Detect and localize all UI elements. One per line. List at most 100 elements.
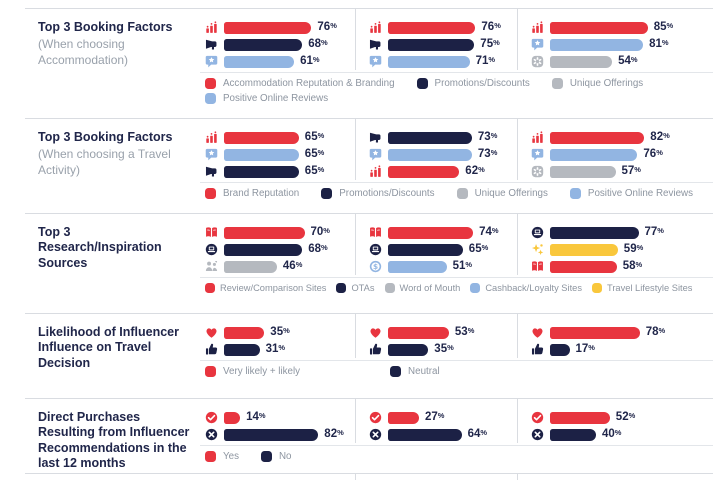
- legend-swatch: [321, 188, 333, 199]
- gear-icon: [531, 165, 544, 178]
- section-label: Likelihood of Influencer Influence on Tr…: [25, 314, 200, 398]
- bar-fill: [550, 260, 617, 273]
- check-circle-icon: [369, 411, 382, 424]
- review-bubble-icon: [531, 38, 544, 51]
- bar-value: 52%: [615, 410, 636, 423]
- bar-item: 85%: [531, 19, 709, 36]
- review-bubble-icon: [369, 148, 382, 161]
- bar-item: 59%: [531, 241, 709, 258]
- megaphone-icon: [369, 131, 382, 144]
- ota-device-icon: [205, 243, 218, 256]
- legend-swatch: [591, 283, 602, 293]
- bar-fill: [224, 165, 299, 178]
- bar-value: 77%: [644, 225, 664, 238]
- legend-label: OTAs: [351, 283, 375, 293]
- bar-value: 27%: [425, 410, 445, 423]
- chart-column-1: 65% 65% 65%: [200, 119, 355, 180]
- bar-value: 82%: [324, 427, 344, 440]
- bar-value: 75%: [480, 37, 500, 50]
- cross-circle-icon: [369, 428, 382, 441]
- section-label: Top 3 Research/Inspiration Sources: [25, 214, 200, 313]
- legend-item: Unique Offerings: [551, 78, 643, 89]
- bar-value: 65%: [468, 242, 489, 255]
- heart-icon: [369, 326, 382, 339]
- section-influencer-likelihood: Likelihood of Influencer Influence on Tr…: [25, 313, 713, 398]
- chart-columns: [200, 474, 713, 480]
- bar-item: 68%: [205, 241, 351, 258]
- bar-chart-icon: [205, 21, 218, 34]
- chart-columns: 14% 82% 27% 64% 52% 40%: [200, 399, 713, 443]
- chart-column-2: 53% 35%: [355, 314, 517, 358]
- legend-swatch: [205, 78, 216, 89]
- bar-fill: [224, 411, 241, 424]
- legend-label: Travel Lifestyle Sites: [606, 283, 693, 293]
- bar-fill: [550, 21, 648, 34]
- bar-fill: [224, 243, 303, 256]
- bar-value: 61%: [300, 54, 320, 67]
- bar-item: 75%: [369, 36, 513, 53]
- bar-fill: [388, 131, 472, 144]
- bar-fill: [224, 343, 260, 356]
- legend-swatch: [205, 283, 215, 293]
- section-booking-factors-accommodation: Top 3 Booking Factors (When choosing Acc…: [25, 8, 713, 118]
- legend-item: Promotions/Discounts: [416, 78, 530, 89]
- chart-columns: 76% 68% 61% 76% 75% 71% 85% 81% 54%: [200, 9, 713, 70]
- bar-fill: [224, 131, 299, 144]
- chart-column-1: 14% 82%: [200, 399, 355, 443]
- chart-column-2: [355, 474, 517, 480]
- people-talking-icon: [205, 260, 218, 273]
- legend-item: Positive Online Reviews: [569, 188, 693, 199]
- bar-item: 61%: [205, 53, 351, 70]
- bar-fill: [224, 55, 295, 68]
- legend-label: Accommodation Reputation & Branding: [223, 78, 395, 89]
- bar-fill: [388, 326, 449, 339]
- legend-label: Unique Offerings: [474, 188, 548, 199]
- bar-item: 65%: [205, 163, 351, 180]
- chart-column-1: 70% 68% 46%: [200, 214, 355, 275]
- thumbs-up-icon: [369, 343, 382, 356]
- section-charts: 35% 31% 53% 35% 78% 17% Very likely + li…: [200, 314, 713, 398]
- legend-item: Review/Comparison Sites: [205, 283, 326, 293]
- section-booking-factors-activity: Top 3 Booking Factors (When choosing a T…: [25, 118, 713, 213]
- check-circle-icon: [531, 411, 544, 424]
- legend-label: Brand Reputation: [223, 188, 300, 199]
- section-label: Top 3 Booking Factors (When choosing Acc…: [25, 9, 200, 118]
- gear-icon: [531, 55, 544, 68]
- bar-fill: [550, 428, 596, 441]
- chart-column-3: 85% 81% 54%: [517, 9, 713, 70]
- bar-item: 58%: [531, 258, 709, 275]
- bar-item: 76%: [369, 19, 513, 36]
- bar-fill: [388, 38, 475, 51]
- legend-swatch: [470, 283, 481, 293]
- bar-item: 46%: [205, 258, 351, 275]
- review-book-icon: [205, 226, 218, 239]
- bar-value: 76%: [317, 20, 337, 33]
- chart-columns: 65% 65% 65% 73% 73% 62% 82% 76% 57%: [200, 119, 713, 180]
- chart-column-3: 82% 76% 57%: [517, 119, 713, 180]
- section-subtitle: (When choosing a Travel Activity): [38, 147, 171, 177]
- check-circle-icon: [205, 411, 218, 424]
- bar-fill: [550, 38, 644, 51]
- bar-fill: [550, 148, 638, 161]
- legend-label: Cashback/Loyalty Sites: [485, 283, 582, 293]
- legend-item: Word of Mouth: [384, 283, 460, 293]
- bar-value: 71%: [475, 54, 496, 67]
- legend-item: Brand Reputation: [205, 188, 299, 199]
- cross-circle-icon: [205, 428, 218, 441]
- bar-value: 78%: [645, 325, 666, 338]
- bar-fill: [224, 260, 277, 273]
- bar-fill: [550, 165, 616, 178]
- bar-item: 81%: [531, 36, 709, 53]
- legend-item: Unique Offerings: [456, 188, 548, 199]
- section-label: [25, 474, 200, 480]
- bar-fill: [550, 343, 570, 356]
- bar-value: 76%: [643, 147, 663, 160]
- chart-column-3: 78% 17%: [517, 314, 713, 358]
- review-book-icon: [369, 226, 382, 239]
- legend: Review/Comparison Sites OTAs Word of Mou…: [200, 277, 713, 293]
- bar-value: 76%: [481, 20, 501, 33]
- chart-column-3: 77% 59% 58%: [517, 214, 713, 275]
- review-book-icon: [531, 260, 544, 273]
- review-bubble-icon: [205, 148, 218, 161]
- next-section-stub: [25, 473, 713, 480]
